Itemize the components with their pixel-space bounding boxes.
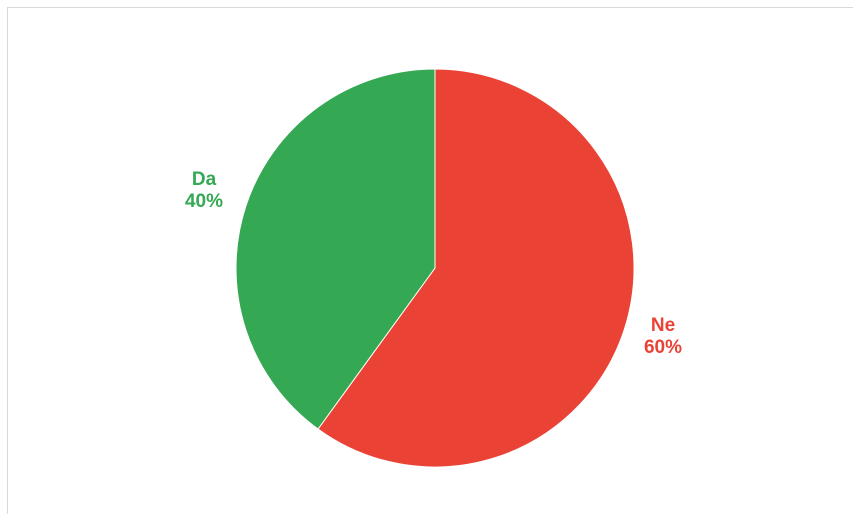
pie-slices <box>235 68 635 468</box>
slice-label-ne-percent: 60% <box>644 337 682 358</box>
slice-label-da-category: Da <box>192 169 217 190</box>
slice-label-da-percent: 40% <box>185 191 223 212</box>
slice-label-ne-category: Ne <box>651 315 675 336</box>
pie-slice-da <box>235 68 436 430</box>
pie-slice-ne <box>317 68 635 468</box>
